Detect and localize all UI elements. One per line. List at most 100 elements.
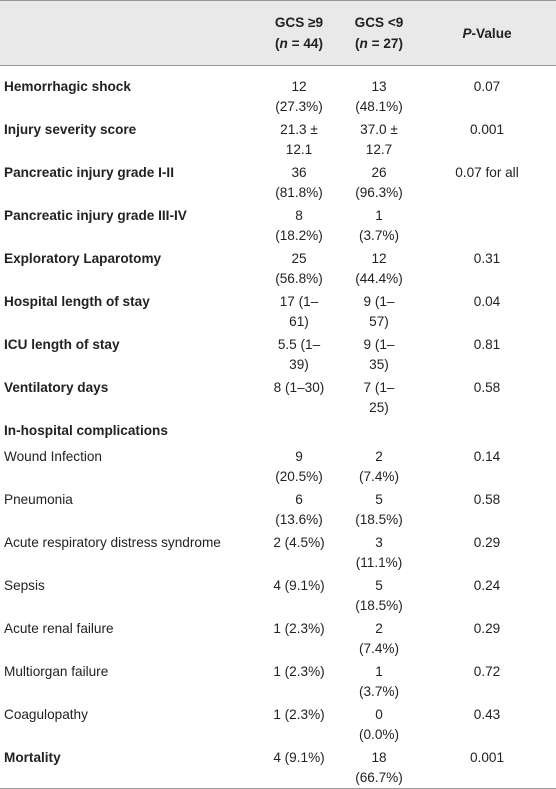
value-cell: 0.81 (473, 337, 501, 352)
table-row: Ventilatory days 8 (1–30) 7 (1–25) 0.58 (0, 375, 556, 418)
table-body: Hemorrhagic shock 12 (27.3%) 13 (48.1%) 0.0… (0, 66, 556, 789)
table-row: In-hospital complications (0, 418, 556, 444)
value-cell (258, 418, 340, 444)
text: n (359, 36, 368, 51)
value-cell: 0 (0.0%) (358, 707, 400, 743)
table-row: Multiorgan failure 1 (2.3%) 1 (3.7%) 0.72 (0, 659, 556, 702)
header-title: GCS <9 (354, 15, 404, 30)
table-row: Wound Infection 9 (20.5%) 2 (7.4%) 0.14 (0, 444, 556, 487)
text: P (462, 25, 472, 41)
value-cell: 0.001 (469, 122, 505, 137)
value-cell: 0.72 (473, 664, 501, 680)
table-row: Hemorrhagic shock 12 (27.3%) 13 (48.1%) 0.0… (0, 66, 556, 118)
value-cell: 2 (4.5%) (273, 535, 325, 551)
value-cell: 0.001 (418, 745, 556, 789)
row-label: Pancreatic injury grade III-IV (4, 208, 187, 223)
table-row: Mortality 4 (9.1%) 18 (66.7%) 0.001 (0, 745, 556, 789)
value-cell: 37.0 ± 12.7 (360, 122, 398, 157)
row-label: Wound Infection (4, 449, 102, 465)
value-cell: 12 (27.3%) (275, 79, 323, 114)
value-cell: 9 (1–57) (363, 294, 395, 329)
value-cell: 9 (20.5%) (275, 449, 323, 485)
table-row: Coagulopathy 1 (2.3%) 0 (0.0%) 0.43 (0, 702, 556, 745)
value-cell: 0.43 (473, 707, 501, 723)
table-row: Acute renal failure 1 (2.3%) 2 (7.4%) 0.29 (0, 616, 556, 659)
row-label: Multiorgan failure (4, 664, 109, 680)
value-cell: 2 (7.4%) (358, 621, 400, 657)
row-label: Injury severity score (4, 122, 137, 137)
value-cell: 5.5 (1–39) (277, 337, 321, 372)
row-label: Acute respiratory distress syndrome (4, 535, 221, 551)
table-row: Exploratory Laparotomy 25 (56.8%) 12 (44.4… (0, 246, 556, 289)
value-cell: 0.07 (473, 79, 501, 94)
table-row: Sepsis 4 (9.1%) 5 (18.5%) 0.24 (0, 573, 556, 616)
row-label: Exploratory Laparotomy (4, 251, 162, 266)
row-label: ICU length of stay (4, 337, 120, 352)
value-cell: 5 (18.5%) (355, 578, 403, 614)
value-cell: 8 (18.2%) (275, 208, 323, 243)
value-cell: 6 (13.6%) (275, 492, 323, 528)
table-row: Injury severity score 21.3 ± 12.1 37.0 ± 1… (0, 117, 556, 160)
value-cell: 13 (48.1%) (355, 79, 403, 114)
value-cell: 1 (2.3%) (273, 707, 325, 723)
value-cell: 36 (81.8%) (275, 165, 323, 200)
row-label: Mortality (0, 745, 258, 789)
text: ( (275, 36, 280, 51)
row-label: Ventilatory days (4, 380, 109, 395)
value-cell: 0.31 (473, 251, 501, 266)
value-cell: 4 (9.1%) (273, 578, 325, 594)
table-row: Pancreatic injury grade I-II 36 (81.8%) 26… (0, 160, 556, 203)
value-cell: 1 (3.7%) (358, 208, 400, 243)
value-cell: 0.58 (473, 380, 501, 395)
row-label: Coagulopathy (4, 707, 88, 723)
table-row: Pancreatic injury grade III-IV 8 (18.2%) 1… (0, 203, 556, 246)
header-blank (0, 0, 258, 66)
value-cell: 0.24 (473, 578, 501, 594)
value-cell: 2 (7.4%) (358, 449, 400, 485)
table-row: Pneumonia 6 (13.6%) 5 (18.5%) 0.58 (0, 487, 556, 530)
text: = 44) (287, 36, 323, 51)
header-subtitle: (n = 27) (340, 33, 418, 54)
value-cell: 7 (1–25) (363, 380, 395, 415)
value-cell: 0.07 for all (455, 165, 519, 180)
text: = 27) (367, 36, 403, 51)
row-label: In-hospital complications (4, 423, 168, 438)
row-label: Sepsis (4, 578, 45, 594)
value-cell: 0.58 (473, 492, 501, 508)
text: n (279, 36, 288, 51)
value-cell: 12 (44.4%) (355, 251, 403, 286)
value-cell: 26 (96.3%) (355, 165, 403, 200)
value-cell (340, 418, 418, 444)
text: -Value (471, 25, 512, 41)
row-label: Pancreatic injury grade I-II (4, 165, 174, 180)
value-cell: 5 (18.5%) (355, 492, 403, 528)
header-title: GCS ≥9 (274, 15, 324, 30)
value-cell: 1 (3.7%) (358, 664, 400, 700)
row-label: Acute renal failure (4, 621, 114, 637)
value-cell: 25 (56.8%) (275, 251, 323, 286)
value-cell: 0.14 (473, 449, 501, 465)
value-cell (418, 203, 556, 246)
value-cell: 0.29 (473, 535, 501, 551)
value-cell: 3 (11.1%) (355, 535, 403, 571)
value-cell (418, 418, 556, 444)
value-cell: 21.3 ± 12.1 (280, 122, 318, 157)
header-cell: P-Value (418, 0, 556, 66)
value-cell: 1 (2.3%) (273, 664, 325, 680)
table-header: GCS ≥9 (n = 44) GCS <9 (n = 27) P-Value (0, 0, 556, 66)
value-cell: 0.29 (473, 621, 501, 637)
row-label: Hemorrhagic shock (4, 79, 131, 94)
value-cell: 1 (2.3%) (273, 621, 325, 637)
row-label: Pneumonia (4, 492, 73, 508)
table-row: Hospital length of stay 17 (1–61) 9 (1–57)… (0, 289, 556, 332)
text: ( (355, 36, 360, 51)
header-cell: GCS <9 (n = 27) (340, 0, 418, 66)
header-cell: GCS ≥9 (n = 44) (258, 0, 340, 66)
value-cell: 17 (1–61) (279, 294, 319, 329)
value-cell: 8 (1–30) (273, 380, 325, 395)
header-row: GCS ≥9 (n = 44) GCS <9 (n = 27) P-Value (0, 0, 556, 66)
row-label: Hospital length of stay (4, 294, 150, 309)
header-subtitle: (n = 44) (258, 33, 340, 54)
